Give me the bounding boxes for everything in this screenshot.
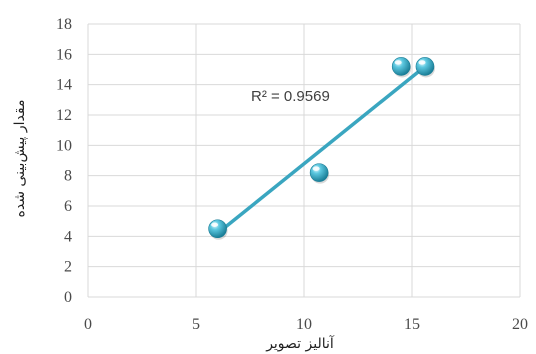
data-point-highlight <box>418 60 426 65</box>
x-tick-label: 20 <box>512 316 528 333</box>
y-tick-label: 14 <box>56 77 72 94</box>
trendline <box>215 64 427 236</box>
y-tick-label: 8 <box>64 168 72 185</box>
r-squared-annotation: R² = 0.9569 <box>251 88 330 105</box>
y-axis-title: مقدار پیش‌بینی شده <box>12 100 28 218</box>
x-tick-label: 5 <box>192 316 200 333</box>
y-tick-label: 18 <box>56 16 72 33</box>
x-tick-label: 15 <box>404 316 420 333</box>
y-tick-label: 0 <box>64 289 72 306</box>
data-point <box>415 57 435 78</box>
data-point <box>208 219 228 240</box>
data-point-highlight <box>394 60 402 65</box>
data-point <box>309 163 330 184</box>
data-point-highlight <box>312 166 320 171</box>
x-axis-title: آنالیز تصویر <box>265 335 335 352</box>
data-point-marker <box>309 163 329 182</box>
x-tick-label: 10 <box>296 316 312 333</box>
data-point-marker <box>415 57 435 76</box>
data-point-marker <box>391 57 411 76</box>
data-point-marker <box>208 219 227 239</box>
grid-lines <box>87 23 521 298</box>
y-tick-label: 6 <box>64 198 72 215</box>
data-point-highlight <box>211 222 219 227</box>
data-point <box>391 57 412 78</box>
y-tick-label: 10 <box>56 137 72 154</box>
trendline-group <box>215 64 427 236</box>
data-points <box>208 57 435 240</box>
y-tick-label: 4 <box>64 228 72 245</box>
x-tick-label: 0 <box>84 316 92 333</box>
tick-labels: 0 2 4 6 8 10 12 14 16 18 0 5 10 15 20 <box>56 16 528 333</box>
y-tick-label: 16 <box>56 46 72 63</box>
y-tick-label: 12 <box>56 107 72 124</box>
y-tick-label: 2 <box>64 259 72 276</box>
